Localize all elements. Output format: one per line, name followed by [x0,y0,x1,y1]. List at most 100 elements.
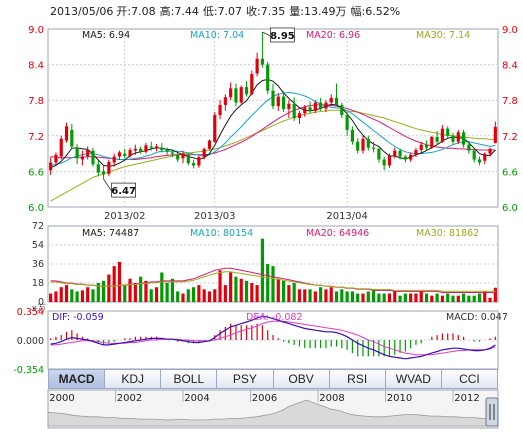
legend-entry: MA10: 7.04 [190,30,244,41]
volume-bar [80,290,84,302]
volume-ma-line [50,267,496,293]
macd-tick-label: 0.354 [17,307,44,318]
volume-bar [149,289,153,302]
tab-kdj[interactable]: KDJ [105,369,162,389]
tab-wvad[interactable]: WVAD [385,369,442,389]
candle [451,132,455,145]
candle [472,147,476,163]
legend-entry: MACD: 0.047 [446,312,508,323]
volume-ma-legend: MA5: 74487 MA10: 80154 MA20: 64946 MA30: 81… [82,228,479,239]
candle [419,141,423,154]
candle [181,150,185,164]
candle [96,160,100,177]
volume-bar [266,264,270,302]
volume-bar [467,295,471,302]
tab-cci[interactable]: CCI [441,369,498,389]
candle [223,94,227,111]
candle [350,126,354,145]
tab-obv[interactable]: OBV [273,369,330,389]
volume-bar [49,293,53,302]
candle [303,104,307,117]
price-date-axis: 2013/02 2013/03 2013/04 [104,211,368,222]
volume-bar [287,285,291,302]
price-tick-label: 9.0 [502,25,518,36]
tab-psy[interactable]: PSY [217,369,274,389]
volume-bar [409,293,413,302]
volume-axis: 72 54 36 18 0 [32,221,44,308]
legend-entry: MA10: 80154 [190,228,253,239]
price-tick-label: 7.8 [502,96,518,107]
volume-bar [456,295,460,302]
candle [64,122,69,143]
volume-bar [117,261,122,302]
candle [86,146,90,160]
price-tick-label: 6.0 [502,203,518,214]
candle [91,147,95,167]
price-tick-label: 7.2 [502,132,518,143]
annotation-label: 6.47 [111,186,136,197]
candle [324,100,328,113]
candle [49,157,53,175]
candle [133,144,137,155]
candle [250,70,254,96]
overview-year-label: 2006 [252,393,277,404]
volume-bar [154,287,159,302]
candle [154,144,159,152]
candle [229,82,233,101]
volume-bar [382,293,386,302]
volume-bar [424,293,429,302]
tab-macd[interactable]: MACD [48,369,106,389]
candle [488,147,492,157]
volume-bar [276,278,280,302]
candle [276,93,280,111]
candle [70,123,74,149]
candle [107,159,111,177]
legend-entry: MA20: 6.96 [306,30,360,41]
candle [266,61,270,95]
price-tick-label: 6.6 [28,167,44,178]
volume-bar [75,291,79,302]
overview-year-axis: 2000 2002 2004 2006 2008 2010 2012 [47,390,480,404]
macd-legend: DIF: -0.059 DEA: -0.082 MACD: 0.047 [52,312,508,323]
candle [319,97,323,111]
candle [313,100,317,114]
candle [54,152,58,166]
candle [80,150,84,166]
volume-tick-label: 72 [32,221,44,232]
legend-entry: MA5: 74487 [82,228,139,239]
price-tick-label: 8.4 [502,61,518,72]
volume-tick-label: 18 [32,278,44,289]
price-tick-label: 6.6 [502,167,518,178]
candle [213,112,217,143]
price-tick-label: 9.0 [28,25,44,36]
volume-bar [451,295,455,302]
volume-bar [239,278,243,302]
candle [462,129,466,148]
tab-rsi[interactable]: RSI [329,369,386,389]
volume-bar [144,280,148,302]
date-tick-label: 2013/03 [194,211,236,222]
candle [308,101,312,114]
volume-bar [181,293,185,302]
volume-bar [250,283,254,302]
range-slider-handle[interactable] [485,397,499,427]
volume-bar [218,270,222,302]
candle [239,85,243,104]
candle [218,100,222,120]
volume-bar [393,291,397,302]
volume-bar [292,283,296,302]
tab-boll[interactable]: BOLL [161,369,218,389]
candle [102,165,106,180]
overview-year-label: 2004 [184,393,209,404]
legend-entry: MA5: 6.94 [82,30,130,41]
volume-bar [483,291,487,302]
candle [467,141,471,154]
volume-bar [350,291,354,302]
dea-line [50,320,496,356]
volume-bar [488,297,492,302]
volume-bar [260,238,264,302]
candle [170,150,174,158]
candle [287,100,291,118]
candle [356,138,360,154]
price-tick-label: 8.4 [28,61,44,72]
